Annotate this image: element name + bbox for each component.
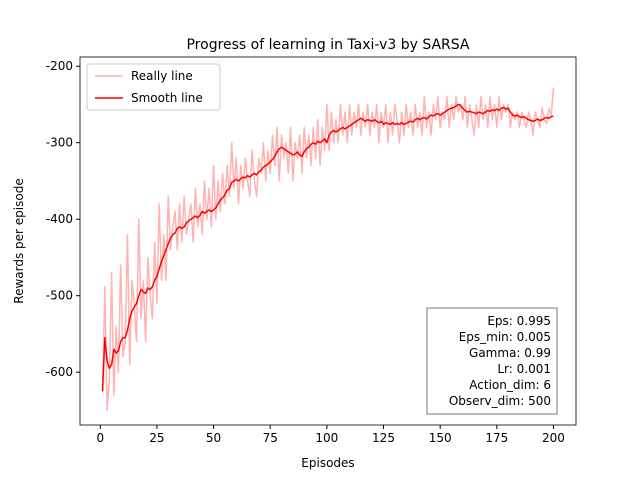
y-tick-label: -200	[46, 59, 73, 73]
x-tick-label: 100	[315, 431, 338, 445]
y-axis-label: Rewards per episode	[12, 178, 26, 303]
y-tick-label: -300	[46, 136, 73, 150]
annotation-text: Eps: 0.995	[487, 314, 551, 328]
legend-label: Really line	[131, 69, 193, 83]
x-tick-label: 0	[96, 431, 104, 445]
annotation-box	[426, 307, 558, 415]
chart-title: Progress of learning in Taxi-v3 by SARSA	[186, 37, 469, 53]
annotation-text: Gamma: 0.99	[469, 346, 551, 360]
x-tick-label: 175	[485, 431, 508, 445]
annotation-text: Eps_min: 0.005	[459, 330, 551, 344]
legend: Really line Smooth line	[86, 63, 221, 111]
x-tick-label: 50	[206, 431, 221, 445]
x-tick-label: 25	[149, 431, 164, 445]
annotation-text: Action_dim: 6	[469, 378, 551, 392]
y-tick-label: -600	[46, 365, 73, 379]
annotation-text: Observ_dim: 500	[449, 394, 551, 408]
x-tick-label: 200	[542, 431, 565, 445]
series-line	[101, 103, 554, 392]
y-tick-label: -500	[46, 289, 73, 303]
legend-label: Smooth line	[131, 91, 203, 105]
y-tick-label: -400	[46, 212, 73, 226]
x-tick-label: 150	[429, 431, 452, 445]
plot-frame	[79, 56, 577, 426]
series-line	[101, 87, 555, 412]
annotation-text: Lr: 0.001	[497, 362, 551, 376]
x-tick-label: 75	[263, 431, 278, 445]
x-tick-label: 125	[372, 431, 395, 445]
x-axis-label: Episodes	[301, 456, 354, 470]
